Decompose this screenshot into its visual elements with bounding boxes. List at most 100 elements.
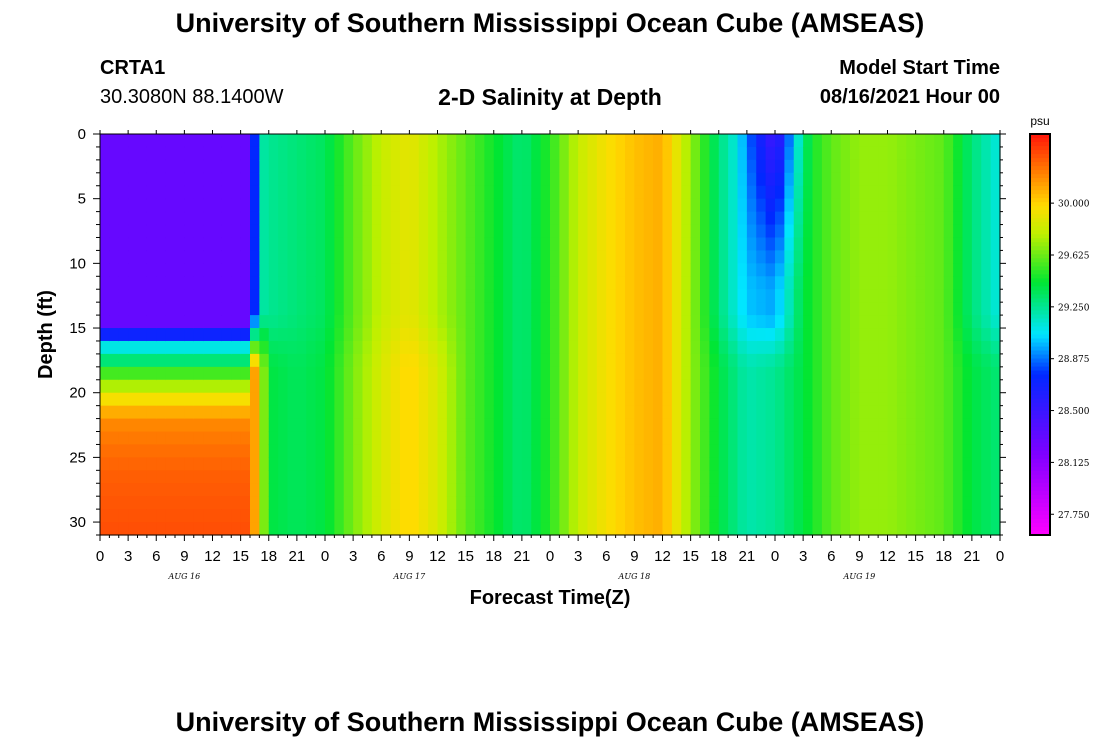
heatmap-cell [643,263,654,277]
heatmap-cell [521,340,532,355]
heatmap-cell [193,159,204,174]
heatmap-cell [775,146,785,161]
heatmap-cell [812,483,823,497]
heatmap-cell [765,340,776,355]
heatmap-cell [596,392,607,407]
heatmap-cell [746,237,757,252]
heatmap-cell [756,185,767,200]
heatmap-cell [371,328,382,342]
heatmap-cell [990,185,1001,200]
heatmap-cell [962,522,973,536]
heatmap-cell [568,366,579,381]
heatmap-cell [934,159,945,174]
heatmap-cell [540,522,551,536]
heatmap-cell [503,353,514,368]
heatmap-cell [259,263,270,277]
heatmap-cell [231,134,242,148]
day-label: AUG 19 [843,572,876,581]
colorbar-segment [1030,186,1050,191]
heatmap-cell [821,172,832,187]
heatmap-cell [184,276,195,290]
heatmap-cell [156,522,167,536]
heatmap-cell [653,418,664,433]
heatmap-cell [428,302,439,316]
colorbar-segment [1030,206,1050,211]
heatmap-cell [296,289,307,303]
heatmap-cell [175,198,185,213]
heatmap-cell [184,172,195,187]
heatmap-cell [943,392,954,407]
heatmap-cell [868,379,879,394]
heatmap-cell [840,522,851,536]
heatmap-cell [615,379,626,394]
heatmap-cell [240,353,251,368]
heatmap-cell [493,198,504,213]
heatmap-cell [915,159,926,174]
heatmap-cells [100,134,1001,536]
heatmap-cell [578,302,589,316]
heatmap-cell [915,250,926,264]
heatmap-cell [334,289,345,303]
heatmap-cell [606,198,617,213]
heatmap-cell [250,444,260,458]
heatmap-cell [250,470,260,484]
heatmap-cell [428,224,439,239]
heatmap-cell [850,418,860,433]
heatmap-cell [146,224,157,239]
heatmap-cell [306,328,317,342]
colorbar-segment [1030,242,1050,247]
heatmap-cell [840,159,851,174]
heatmap-cell [156,340,167,355]
heatmap-cell [709,470,720,484]
heatmap-cell [925,289,935,303]
heatmap-cell [221,315,232,329]
heatmap-cell [428,328,439,342]
heatmap-cell [896,340,907,355]
heatmap-cell [521,444,532,458]
heatmap-cell [287,198,298,213]
heatmap-cell [700,146,710,161]
heatmap-cell [737,159,748,174]
heatmap-cell [775,509,785,523]
heatmap-cell [971,328,982,342]
heatmap-cell [746,211,757,226]
heatmap-cell [784,457,795,471]
heatmap-cell [334,237,345,252]
heatmap-cell [484,250,495,264]
heatmap-cell [521,159,532,174]
heatmap-cell [109,276,120,290]
heatmap-cell [915,522,926,536]
heatmap-cell [146,431,157,446]
heatmap-cell [521,366,532,381]
heatmap-cell [493,211,504,226]
colorbar-segment [1030,426,1050,432]
x-tick-label: 3 [799,548,807,565]
heatmap-cell [109,237,120,252]
heatmap-cell [615,224,626,239]
heatmap-cell [221,431,232,446]
heatmap-cell [634,172,645,187]
heatmap-cell [868,328,879,342]
heatmap-cell [803,237,814,252]
heatmap-cell [906,185,917,200]
heatmap-cell [615,340,626,355]
heatmap-cell [475,496,485,510]
heatmap-cell [615,185,626,200]
heatmap-cell [446,250,457,264]
heatmap-cell [306,496,317,510]
heatmap-cell [259,340,270,355]
heatmap-cell [128,379,139,394]
heatmap-cell [784,134,795,148]
heatmap-cell [643,224,654,239]
heatmap-cell [156,224,167,239]
heatmap-cell [840,289,851,303]
heatmap-cell [784,146,795,161]
heatmap-cell [690,457,701,471]
heatmap-cell [765,328,776,342]
heatmap-cell [784,496,795,510]
heatmap-cell [671,509,682,523]
heatmap-cell [437,224,448,239]
colorbar-segment [1030,254,1050,259]
heatmap-cell [456,366,467,381]
heatmap-cell [934,392,945,407]
